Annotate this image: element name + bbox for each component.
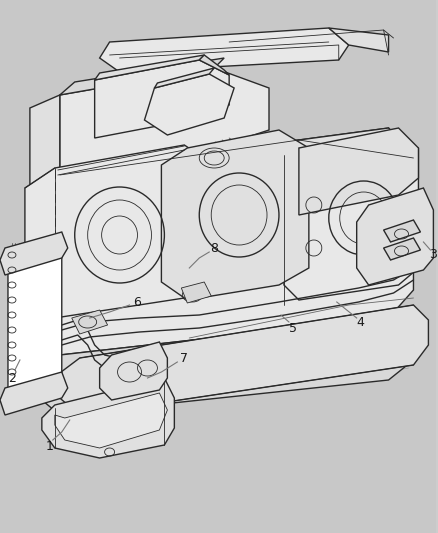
Polygon shape xyxy=(329,28,389,52)
Text: 5: 5 xyxy=(289,321,297,335)
Polygon shape xyxy=(60,58,224,95)
Polygon shape xyxy=(284,148,418,300)
Polygon shape xyxy=(72,310,108,334)
Polygon shape xyxy=(0,232,68,275)
Polygon shape xyxy=(60,305,428,415)
Polygon shape xyxy=(99,342,167,400)
Text: 7: 7 xyxy=(180,351,188,365)
Polygon shape xyxy=(60,68,269,175)
Polygon shape xyxy=(99,28,349,72)
Polygon shape xyxy=(95,55,204,80)
Text: 4: 4 xyxy=(357,316,364,328)
Polygon shape xyxy=(60,128,413,210)
Text: 8: 8 xyxy=(210,241,218,254)
Polygon shape xyxy=(8,235,62,408)
Polygon shape xyxy=(299,128,418,215)
Text: 1: 1 xyxy=(46,440,54,454)
Polygon shape xyxy=(384,238,420,260)
Polygon shape xyxy=(55,393,167,448)
Polygon shape xyxy=(181,282,211,303)
Polygon shape xyxy=(30,128,413,355)
Text: 6: 6 xyxy=(134,295,141,309)
Polygon shape xyxy=(199,55,229,75)
Text: 3: 3 xyxy=(430,248,437,262)
Polygon shape xyxy=(162,130,309,300)
Polygon shape xyxy=(42,378,174,458)
Polygon shape xyxy=(357,188,433,285)
Polygon shape xyxy=(155,68,214,88)
Polygon shape xyxy=(0,372,68,415)
Polygon shape xyxy=(384,220,420,242)
Polygon shape xyxy=(30,95,60,185)
Polygon shape xyxy=(25,145,214,318)
Text: 2: 2 xyxy=(8,372,16,384)
Polygon shape xyxy=(30,318,413,415)
Polygon shape xyxy=(95,60,229,138)
Polygon shape xyxy=(145,74,234,135)
